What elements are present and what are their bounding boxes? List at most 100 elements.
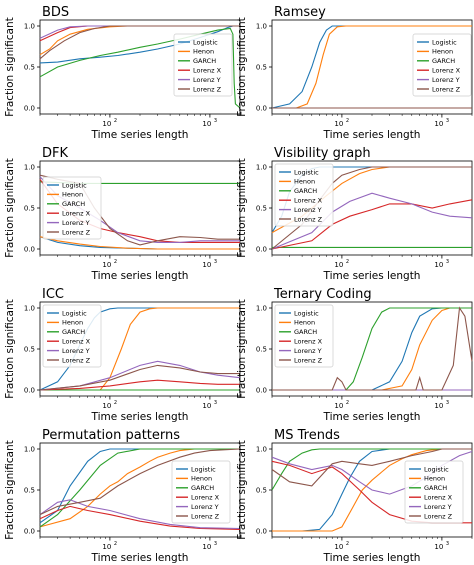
y-tick-label: 0.5 bbox=[256, 346, 267, 354]
legend-label: Lorenz Z bbox=[62, 228, 91, 236]
panel-title: Visibility graph bbox=[274, 146, 371, 161]
legend-label: GARCH bbox=[62, 200, 85, 208]
legend-label: Lorenz Y bbox=[62, 219, 90, 227]
y-axis-label: Fraction significant bbox=[236, 158, 248, 257]
legend-label: Lorenz Z bbox=[424, 512, 453, 520]
x-tick-exponent: 2 bbox=[114, 541, 117, 547]
legend-label: Henon bbox=[62, 319, 83, 327]
x-tick-exponent: 3 bbox=[214, 541, 217, 547]
y-tick-label: 0.5 bbox=[24, 487, 35, 495]
series-line-lorenz-z bbox=[39, 25, 240, 60]
y-tick-label: 0.5 bbox=[256, 205, 267, 213]
y-axis-label: Fraction significant bbox=[236, 299, 248, 398]
series-line-garch bbox=[39, 448, 240, 528]
series-line-lorenz-x bbox=[39, 379, 240, 391]
x-tick-label: 10 bbox=[434, 120, 443, 128]
legend-box bbox=[171, 460, 231, 524]
legend-label: Lorenz Z bbox=[191, 512, 220, 520]
legend-label: Logistic bbox=[191, 465, 216, 473]
legend-label: Lorenz Y bbox=[191, 503, 219, 511]
legend-label: Lorenz Z bbox=[62, 356, 91, 364]
y-tick-label: 0.5 bbox=[24, 346, 35, 354]
y-axis-label: Fraction significant bbox=[236, 17, 248, 116]
y-tick-label: 0.0 bbox=[256, 528, 267, 536]
y-tick-label: 0.5 bbox=[24, 64, 35, 72]
y-tick-label: 0.0 bbox=[24, 528, 35, 536]
y-tick-label: 0.0 bbox=[24, 387, 35, 395]
y-tick-label: 1.0 bbox=[256, 164, 267, 172]
legend-label: Henon bbox=[432, 48, 453, 56]
legend-label: Lorenz Y bbox=[424, 503, 452, 511]
legend-label: Lorenz X bbox=[191, 494, 220, 502]
y-tick-label: 1.0 bbox=[256, 23, 267, 31]
legend-box bbox=[404, 460, 464, 524]
series-line-lorenz-y bbox=[39, 499, 241, 530]
y-axis-label: Fraction significant bbox=[4, 158, 16, 257]
x-tick-exponent: 2 bbox=[346, 541, 349, 547]
y-tick-label: 0.0 bbox=[256, 105, 267, 113]
x-tick-label: 10 bbox=[202, 402, 211, 410]
x-tick-exponent: 3 bbox=[214, 259, 217, 265]
legend-label: Lorenz X bbox=[62, 210, 91, 218]
series-line-lorenz-z bbox=[272, 306, 473, 391]
x-tick-exponent: 3 bbox=[446, 541, 449, 547]
y-tick-label: 0.5 bbox=[24, 205, 35, 213]
x-tick-label: 10 bbox=[102, 120, 111, 128]
x-tick-exponent: 2 bbox=[114, 400, 117, 406]
x-tick-label: 10 bbox=[334, 543, 343, 551]
legend-label: Logistic bbox=[432, 38, 457, 46]
y-tick-label: 0.5 bbox=[256, 487, 267, 495]
x-tick-exponent: 3 bbox=[446, 400, 449, 406]
series-line-lorenz-x bbox=[39, 505, 241, 530]
legend-label: Lorenz Y bbox=[432, 76, 460, 84]
legend-label: Logistic bbox=[62, 181, 87, 189]
y-axis-label: Fraction significant bbox=[4, 440, 16, 539]
series-line-henon bbox=[272, 307, 472, 391]
y-tick-label: 1.0 bbox=[24, 446, 35, 454]
y-axis-label: Fraction significant bbox=[236, 440, 248, 539]
legend-label: Lorenz Y bbox=[193, 76, 221, 84]
legend-label: Henon bbox=[62, 191, 83, 199]
legend-label: Logistic bbox=[424, 465, 449, 473]
series-line-garch bbox=[272, 307, 472, 391]
y-tick-label: 0.0 bbox=[256, 387, 267, 395]
y-tick-label: 1.0 bbox=[256, 305, 267, 313]
legend-label: Lorenz Z bbox=[294, 215, 323, 223]
series-line-henon bbox=[39, 236, 240, 250]
series-line-lorenz-y bbox=[39, 360, 241, 391]
x-tick-label: 10 bbox=[334, 402, 343, 410]
legend-box bbox=[42, 176, 102, 240]
series-line-henon bbox=[272, 25, 472, 109]
x-tick-exponent: 2 bbox=[114, 118, 117, 124]
legend-label: Logistic bbox=[62, 309, 87, 317]
x-axis-label: Time series length bbox=[323, 270, 421, 282]
x-axis-label: Time series length bbox=[91, 270, 189, 282]
legend-label: Henon bbox=[294, 178, 315, 186]
legend-label: GARCH bbox=[432, 57, 455, 65]
x-tick-label: 10 bbox=[434, 543, 443, 551]
y-tick-label: 0.0 bbox=[24, 246, 35, 254]
x-tick-label: 10 bbox=[202, 120, 211, 128]
panel-title: Ramsey bbox=[274, 5, 326, 20]
x-axis-label: Time series length bbox=[91, 411, 189, 423]
panel-title: Ternary Coding bbox=[273, 287, 372, 302]
x-tick-label: 10 bbox=[434, 261, 443, 269]
legend-label: Lorenz Y bbox=[62, 347, 90, 355]
legend-label: Henon bbox=[193, 48, 214, 56]
legend-label: Henon bbox=[191, 475, 212, 483]
legend-label: Logistic bbox=[294, 309, 319, 317]
legend-label: GARCH bbox=[191, 484, 214, 492]
x-tick-label: 10 bbox=[102, 543, 111, 551]
legend-label: Lorenz Y bbox=[294, 347, 322, 355]
series-line-lorenz-x bbox=[271, 199, 473, 250]
legend-label: Lorenz X bbox=[62, 338, 91, 346]
legend-box bbox=[173, 33, 233, 97]
legend-label: Lorenz X bbox=[294, 197, 323, 205]
legend-label: Lorenz Z bbox=[432, 85, 461, 93]
y-tick-label: 1.0 bbox=[24, 305, 35, 313]
legend-label: Lorenz X bbox=[193, 67, 222, 75]
legend-label: Lorenz X bbox=[432, 67, 461, 75]
